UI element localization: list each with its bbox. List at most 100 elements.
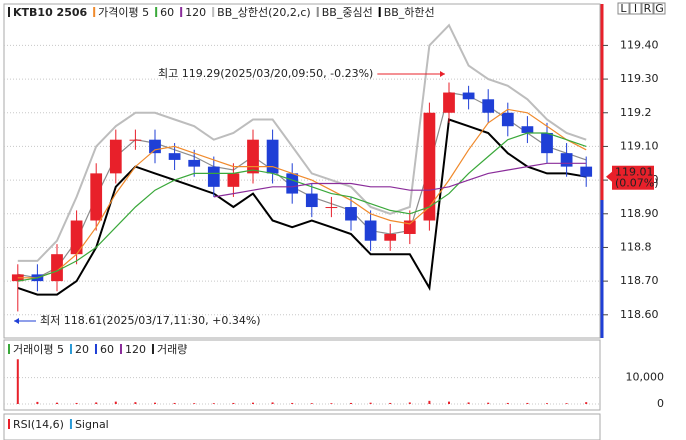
volume-bar bbox=[291, 402, 294, 404]
axis-button-label: I bbox=[634, 2, 637, 15]
axis-button bbox=[641, 2, 654, 15]
volume-bar bbox=[408, 402, 411, 404]
legend-swatch bbox=[180, 7, 183, 17]
legend-swatch bbox=[378, 7, 381, 17]
legend-swatch bbox=[316, 7, 319, 17]
last-price-box bbox=[612, 165, 654, 190]
candle-body bbox=[501, 112, 514, 127]
volume-bar bbox=[389, 402, 392, 404]
axis-button-label: R bbox=[644, 2, 652, 15]
candle-body bbox=[325, 207, 338, 209]
axis-button bbox=[629, 2, 642, 15]
y-tick-label: 119.30 bbox=[620, 72, 659, 85]
axis-button-label: L bbox=[620, 2, 627, 15]
volume-bar bbox=[506, 402, 509, 404]
candle-body bbox=[266, 139, 279, 174]
candle-body bbox=[168, 153, 181, 160]
annotation-arrowhead bbox=[440, 71, 445, 77]
indicator-line bbox=[213, 162, 587, 198]
legend-swatch bbox=[119, 344, 122, 354]
indicator-line bbox=[17, 23, 587, 262]
volume-bar bbox=[448, 401, 450, 404]
legend-label: Signal bbox=[75, 418, 109, 431]
low-annotation: 최저 118.61(2025/03/17,11:30, +0.34%) bbox=[40, 314, 261, 327]
indicator-line bbox=[17, 108, 587, 279]
volume-bar bbox=[310, 403, 313, 404]
legend-swatch bbox=[93, 7, 96, 17]
y-tick-label: 0 bbox=[657, 397, 664, 410]
volume-bar bbox=[467, 402, 470, 404]
y-tick-label: 119.40 bbox=[620, 38, 659, 51]
volume-bar bbox=[330, 403, 333, 404]
candle-body bbox=[560, 153, 573, 167]
y-tick-label: 118.8 bbox=[620, 240, 652, 253]
legend-label: 20 bbox=[75, 343, 89, 356]
indicator-line bbox=[17, 118, 587, 296]
legend-swatch bbox=[69, 419, 72, 429]
volume-bar bbox=[369, 402, 372, 404]
volume-bar bbox=[271, 402, 274, 404]
candle-body bbox=[521, 126, 534, 133]
legend-label: BB_중심선 bbox=[322, 6, 373, 19]
legend-swatch bbox=[69, 344, 72, 354]
legend-label: 60 bbox=[100, 343, 114, 356]
axis-button-label: G bbox=[655, 2, 664, 15]
volume-bar bbox=[173, 402, 176, 404]
volume-bar bbox=[154, 402, 156, 404]
candle-body bbox=[482, 99, 495, 113]
volume-bar bbox=[134, 402, 137, 404]
legend-label: BB_하한선 bbox=[384, 5, 435, 19]
candle-body bbox=[70, 220, 83, 255]
legend-swatch bbox=[8, 7, 10, 17]
legend-label: 거래이평 5 bbox=[13, 343, 64, 356]
annotation-arrowhead bbox=[14, 318, 19, 324]
legend-swatch bbox=[8, 419, 10, 429]
candle-body bbox=[207, 166, 220, 187]
last-change: (0.07%) bbox=[615, 177, 659, 190]
volume-bar bbox=[252, 402, 254, 404]
volume-bar bbox=[75, 402, 78, 404]
candle-body bbox=[247, 139, 259, 174]
candle-body bbox=[90, 173, 103, 221]
y-tick-label: 118.70 bbox=[620, 274, 659, 287]
y-tick-label: 119.10 bbox=[620, 139, 659, 152]
volume-bar bbox=[585, 402, 588, 404]
chart-title: KTB10 2506 bbox=[13, 6, 88, 19]
candle-body bbox=[109, 139, 122, 174]
volume-bar bbox=[56, 402, 58, 404]
candle-body bbox=[443, 92, 455, 113]
volume-bar bbox=[526, 402, 529, 404]
candle-body bbox=[403, 220, 416, 234]
volume-bar bbox=[95, 402, 98, 404]
legend-swatch bbox=[212, 7, 215, 17]
volume-bar bbox=[350, 402, 352, 404]
candle-body bbox=[129, 139, 142, 141]
legend-label: 거래량 bbox=[157, 343, 187, 356]
candle-body bbox=[345, 207, 357, 221]
candle-body bbox=[149, 139, 161, 154]
volume-frame bbox=[3, 339, 601, 411]
rsi-frame bbox=[3, 413, 601, 440]
candle-body bbox=[286, 173, 299, 194]
high-annotation: 최고 119.29(2025/03/20,09:50, -0.23%) bbox=[158, 67, 373, 80]
legend-swatch bbox=[94, 344, 97, 354]
indicator-line bbox=[17, 132, 587, 282]
volume-bar bbox=[114, 401, 117, 404]
axis-button bbox=[653, 2, 666, 15]
legend-label: 가격이평 5 bbox=[98, 6, 149, 19]
y-tick-label: 119.2 bbox=[620, 106, 652, 119]
volume-bar bbox=[193, 403, 196, 404]
volume-bar bbox=[232, 402, 235, 404]
legend-swatch bbox=[151, 344, 154, 354]
axis-button bbox=[617, 2, 630, 15]
legend-label: RSI(14,6) bbox=[13, 418, 64, 431]
candle-body bbox=[462, 92, 475, 100]
legend-label: 120 bbox=[125, 343, 146, 356]
y-tick-label: 118.90 bbox=[620, 207, 659, 220]
volume-bar bbox=[16, 359, 19, 404]
candle-body bbox=[227, 173, 240, 187]
volume-bar bbox=[565, 403, 568, 404]
legend-swatch bbox=[8, 344, 10, 354]
